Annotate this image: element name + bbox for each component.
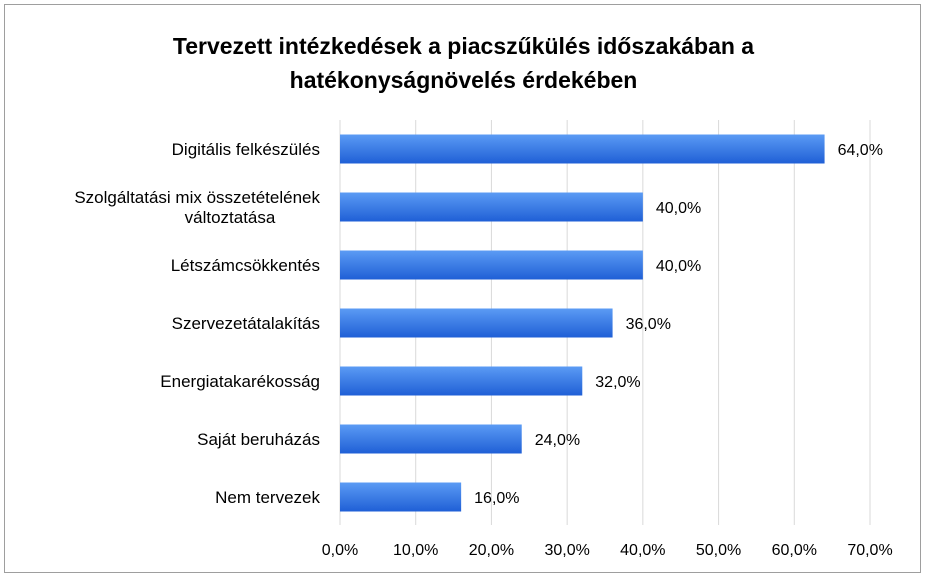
chart-title: Tervezett intézkedések a piacszűkülés id… (0, 29, 927, 97)
x-tick-label: 10,0% (393, 542, 438, 559)
x-tick-label: 60,0% (772, 542, 817, 559)
category-label: Energiatakarékosság (160, 372, 320, 391)
x-tick-label: 0,0% (322, 542, 358, 559)
bar-value-label: 24,0% (535, 432, 580, 449)
category-label-line: Digitális felkészülés (172, 140, 320, 159)
bar (340, 366, 583, 396)
x-tick-label: 50,0% (696, 542, 741, 559)
category-label-line: Nem tervezek (215, 488, 320, 507)
bar (340, 308, 613, 338)
category-label-line: Létszámcsökkentés (171, 256, 320, 275)
category-label: Szervezetátalakítás (172, 314, 320, 333)
x-tick-label: 70,0% (847, 542, 892, 559)
bar-value-label: 32,0% (595, 374, 640, 391)
category-label: Szolgáltatási mix összetételének változta… (74, 188, 320, 227)
x-axis-tick-labels: 0,0% 10,0% 20,0% 30,0% 40,0% 50,0% 60,0% 70,0% (322, 542, 893, 559)
x-tick-label: 40,0% (620, 542, 665, 559)
category-label-line: változtatása (185, 208, 276, 227)
bar (340, 134, 825, 164)
x-tick-label: 30,0% (544, 542, 589, 559)
category-label: Digitális felkészülés (172, 140, 320, 159)
chart-frame (4, 4, 921, 573)
bar-value-label: 36,0% (626, 316, 671, 333)
x-tick-label: 20,0% (469, 542, 514, 559)
bar-value-label: 64,0% (838, 142, 883, 159)
bar (340, 424, 522, 454)
category-label: Nem tervezek (215, 488, 320, 507)
bar (340, 482, 462, 512)
bar-value-label: 40,0% (656, 258, 701, 275)
category-label-line: Energiatakarékosság (160, 372, 320, 391)
category-label: Saját beruházás (197, 430, 320, 449)
bar-value-label: 16,0% (474, 490, 519, 507)
bar (340, 250, 643, 280)
bars (340, 134, 825, 512)
chart-title-line-1: Tervezett intézkedések a piacszűkülés id… (172, 33, 755, 59)
bar (340, 192, 643, 222)
value-labels: 64,0% 40,0% 40,0% 36,0% 32,0% 24,0% 16,0% (474, 142, 883, 507)
chart-title-line-2: hatékonyságnövelés érdekében (289, 67, 638, 93)
category-label-line: Saját beruházás (197, 430, 320, 449)
category-labels: Digitális felkészülés Szolgáltatási mix ö… (74, 140, 320, 507)
category-label: Létszámcsökkentés (171, 256, 320, 275)
bar-value-label: 40,0% (656, 200, 701, 217)
category-label-line: Szolgáltatási mix összetételének (74, 188, 320, 207)
category-label-line: Szervezetátalakítás (172, 314, 320, 333)
